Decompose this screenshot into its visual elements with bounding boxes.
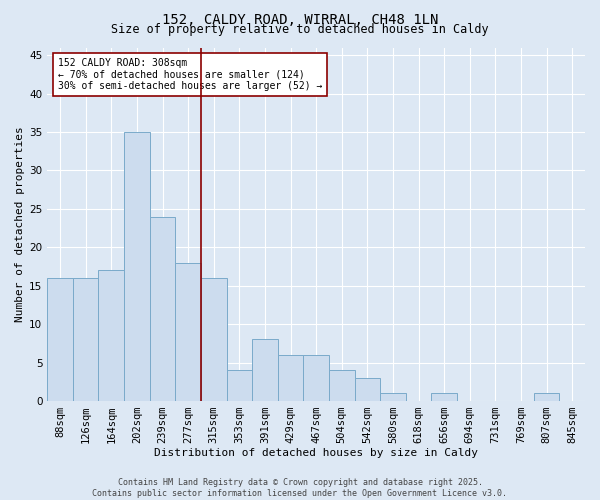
- Y-axis label: Number of detached properties: Number of detached properties: [15, 126, 25, 322]
- Text: Contains HM Land Registry data © Crown copyright and database right 2025.
Contai: Contains HM Land Registry data © Crown c…: [92, 478, 508, 498]
- Bar: [278, 355, 304, 401]
- Bar: [355, 378, 380, 401]
- Bar: [380, 394, 406, 401]
- Text: 152 CALDY ROAD: 308sqm
← 70% of detached houses are smaller (124)
30% of semi-de: 152 CALDY ROAD: 308sqm ← 70% of detached…: [58, 58, 322, 92]
- X-axis label: Distribution of detached houses by size in Caldy: Distribution of detached houses by size …: [154, 448, 478, 458]
- Bar: [73, 278, 98, 401]
- Bar: [175, 262, 201, 401]
- Bar: [329, 370, 355, 401]
- Text: 152, CALDY ROAD, WIRRAL, CH48 1LN: 152, CALDY ROAD, WIRRAL, CH48 1LN: [162, 12, 438, 26]
- Bar: [124, 132, 150, 401]
- Bar: [98, 270, 124, 401]
- Bar: [534, 394, 559, 401]
- Bar: [227, 370, 252, 401]
- Text: Size of property relative to detached houses in Caldy: Size of property relative to detached ho…: [111, 22, 489, 36]
- Bar: [431, 394, 457, 401]
- Bar: [304, 355, 329, 401]
- Bar: [201, 278, 227, 401]
- Bar: [150, 216, 175, 401]
- Bar: [47, 278, 73, 401]
- Bar: [252, 340, 278, 401]
